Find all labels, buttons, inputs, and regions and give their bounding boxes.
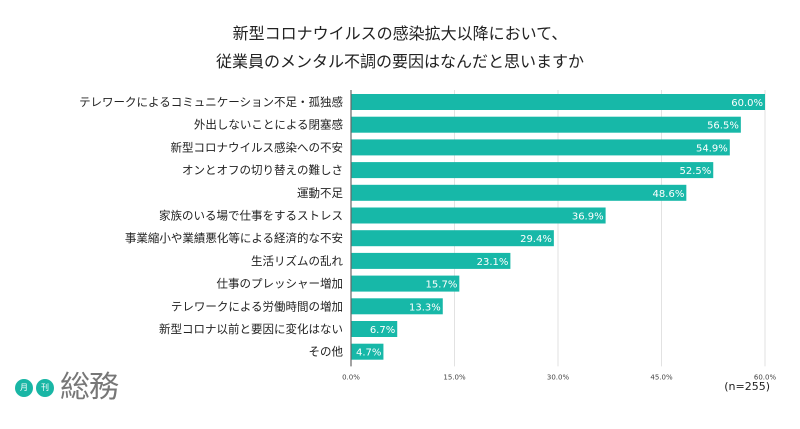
bar-value-label: 36.9%	[572, 212, 604, 223]
bar	[351, 321, 398, 337]
category-label: テレワークによるコミュニケーション不足・孤独感	[79, 95, 343, 109]
category-label: 事業縮小や業績悪化等による経済的な不安	[125, 231, 343, 245]
category-label: テレワークによる労働時間の増加	[171, 299, 343, 313]
logo-text: 総務	[60, 370, 119, 405]
bar-value-label: 15.7%	[426, 280, 458, 291]
category-label: その他	[309, 345, 344, 359]
category-label: 外出しないことによる閉塞感	[194, 118, 343, 132]
sample-size-note: (n=255)	[724, 380, 770, 393]
bar	[351, 139, 730, 156]
bar-value-label: 60.0%	[731, 98, 763, 109]
category-label: オンとオフの切り替えの難しさ	[182, 163, 343, 177]
bar	[351, 275, 460, 292]
bar-value-label: 54.9%	[696, 143, 728, 154]
category-label: 生活リズムの乱れ	[251, 254, 343, 268]
bar-value-label: 29.4%	[520, 234, 552, 245]
category-label: 仕事のプレッシャー増加	[217, 277, 344, 291]
bar-value-label: 56.5%	[707, 121, 739, 132]
bar	[351, 252, 511, 269]
logo-circle: 月	[15, 379, 33, 397]
bar	[351, 298, 443, 315]
chart-title-line2: 従業員のメンタル不調の要因はなんだと思いますか	[215, 52, 584, 71]
category-label: 新型コロナウイルス感染への不安	[171, 140, 344, 154]
bar	[351, 94, 765, 110]
chart-title-line1: 新型コロナウイルスの感染拡大以降において、	[232, 24, 568, 43]
category-label: 家族のいる場で仕事をするストレス	[159, 209, 343, 223]
bar	[351, 230, 554, 247]
bar-value-label: 23.1%	[477, 257, 509, 268]
category-label: 運動不足	[297, 186, 343, 200]
bar	[351, 116, 741, 133]
category-label: 新型コロナ以前と要因に変化はない	[159, 322, 343, 336]
x-tick-label: 45.0%	[650, 373, 673, 381]
bar-value-label: 48.6%	[653, 189, 685, 200]
bar-value-label: 4.7%	[356, 348, 381, 359]
bar	[351, 184, 687, 201]
bar	[351, 162, 714, 179]
logo-circle: 刊	[36, 379, 54, 397]
logo: 月 刊 総務	[15, 370, 119, 406]
x-tick-label: 0.0%	[342, 373, 360, 381]
bar	[351, 343, 384, 360]
bar	[351, 207, 606, 224]
bar-value-label: 13.3%	[409, 302, 441, 313]
x-tick-label: 15.0%	[443, 373, 466, 381]
x-tick-label: 60.0%	[754, 373, 777, 381]
x-tick-label: 30.0%	[547, 373, 570, 381]
bar-value-label: 6.7%	[370, 325, 395, 336]
bar-value-label: 52.5%	[679, 166, 711, 177]
